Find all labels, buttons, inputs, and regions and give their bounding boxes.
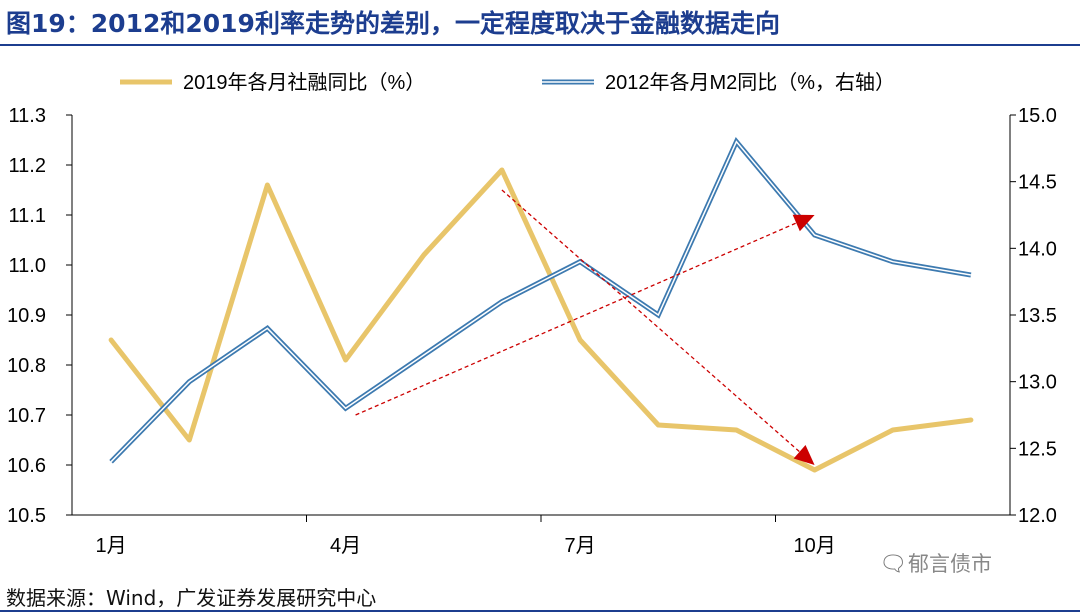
x-tick-label: 10月 <box>793 535 835 557</box>
right-tick-label: 14.5 <box>1018 172 1057 194</box>
right-tick-label: 14.0 <box>1018 238 1057 260</box>
chart-title: 图19：2012和2019利率走势的差别，一定程度取决于金融数据走向 <box>6 9 780 38</box>
axes: 10.5 10.6 10.7 10.8 10.9 11.0 11.1 11.2 11.3 12.0… <box>7 105 1057 557</box>
left-tick-label: 11.1 <box>9 205 46 227</box>
left-tick-label: 10.6 <box>7 455 46 477</box>
right-tick-label: 12.5 <box>1018 438 1057 460</box>
bottom-divider <box>0 610 1080 612</box>
right-tick-label: 13.5 <box>1018 305 1057 327</box>
trend-arrow-line <box>355 222 797 416</box>
watermark: 🗨郁言债市 <box>878 548 992 578</box>
trend-arrow-head <box>792 214 815 232</box>
left-tick-label: 11.0 <box>9 255 46 277</box>
title-divider <box>0 44 1080 46</box>
plot-area <box>108 137 974 473</box>
left-tick-label: 10.5 <box>7 505 46 527</box>
right-tick-label: 12.0 <box>1018 505 1057 527</box>
left-tick-label: 11.3 <box>9 105 46 127</box>
x-tick-label: 1月 <box>96 535 127 557</box>
wechat-icon: 🗨 <box>879 552 907 577</box>
left-tick-label: 11.2 <box>9 155 46 177</box>
left-tick-label: 10.7 <box>7 405 46 427</box>
trend-arrow-line <box>501 189 800 453</box>
legend-label-2019: 2019年各月社融同比（%） <box>183 71 425 94</box>
trend-arrow-head <box>793 445 815 465</box>
legend-label-2012: 2012年各月M2同比（%，右轴） <box>605 71 895 94</box>
left-tick-label: 10.8 <box>7 355 46 377</box>
annotations <box>355 189 815 465</box>
x-tick-label: 7月 <box>565 535 596 557</box>
source-note: 数据来源：Wind，广发证券发展研究中心 <box>6 586 377 610</box>
series-2012-line-inner <box>110 140 972 463</box>
watermark-text: 郁言债市 <box>908 552 992 576</box>
series-2012-line <box>109 137 972 464</box>
x-tick-label: 4月 <box>330 535 361 557</box>
legend: 2019年各月社融同比（%） 2012年各月M2同比（%，右轴） <box>120 71 895 94</box>
series-2019-line <box>108 167 974 473</box>
right-tick-label: 13.0 <box>1018 372 1057 394</box>
right-tick-label: 15.0 <box>1018 105 1057 127</box>
left-tick-label: 10.9 <box>7 305 46 327</box>
